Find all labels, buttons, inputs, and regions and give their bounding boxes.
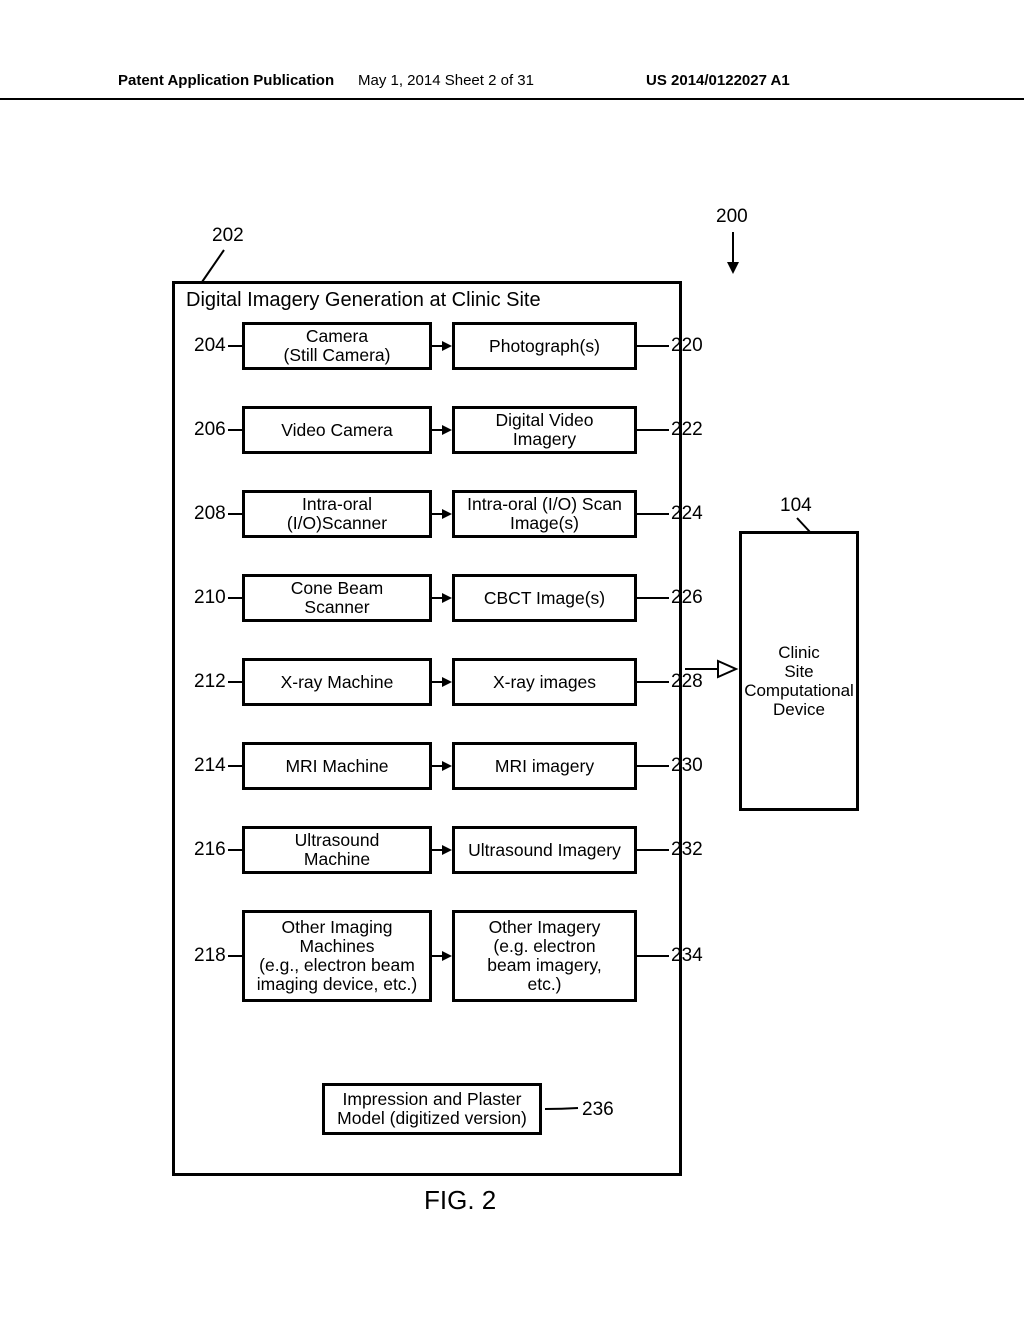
- page: Patent Application Publication May 1, 20…: [0, 0, 1024, 1320]
- figure-label: FIG. 2: [424, 1185, 496, 1216]
- lead-236: [0, 0, 1024, 1320]
